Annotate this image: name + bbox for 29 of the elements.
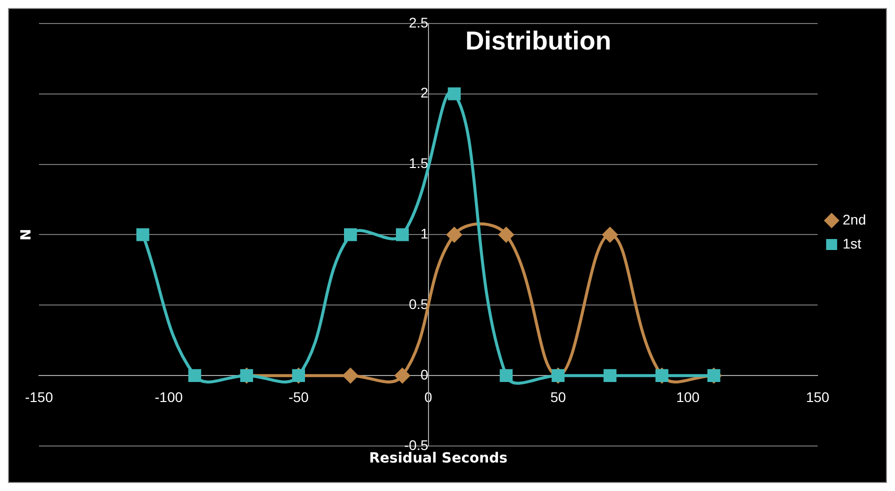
y-tick-label: -0.5	[404, 436, 429, 453]
point	[344, 228, 357, 242]
point	[602, 227, 618, 242]
point	[394, 368, 410, 384]
x-tick-label: -100	[154, 388, 183, 405]
x-axis-title: Residual Seconds	[369, 450, 508, 467]
chart-title: Distribution	[465, 26, 612, 56]
y-tick-label: 1.5	[408, 155, 429, 172]
y-axis-title: N	[18, 228, 35, 241]
point	[446, 227, 462, 242]
point	[604, 369, 616, 382]
point	[396, 228, 409, 242]
point	[188, 369, 202, 382]
x-tick-label: 150	[806, 388, 830, 405]
point	[498, 227, 514, 242]
x-tick-label: 100	[676, 388, 700, 405]
y-tick-label: 1	[420, 226, 429, 242]
point	[448, 87, 461, 100]
y-tick-label: 0.5	[408, 296, 429, 312]
x-tick-label: -150	[24, 388, 54, 405]
x-tick-label: 50	[550, 388, 566, 405]
point	[136, 228, 150, 242]
legend-label: 2nd	[842, 211, 866, 228]
point	[500, 369, 513, 382]
y-tick-label: 2.5	[408, 14, 429, 30]
legend-label: 1st	[842, 235, 862, 252]
x-tick-label: -50	[288, 388, 309, 405]
y-tick-label: 2	[420, 84, 429, 101]
point	[342, 368, 358, 384]
